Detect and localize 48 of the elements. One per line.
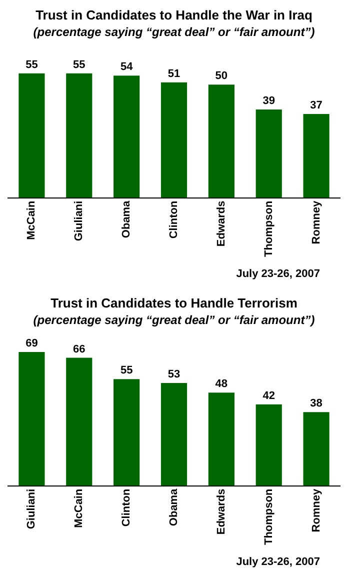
data-label: 42 [262,390,275,402]
bar [114,76,140,198]
text: July 23-26, 2007 [236,556,320,568]
bar [114,379,140,486]
x-tick-label: McCain [26,200,38,240]
bar [160,82,188,198]
data-label: 54 [120,61,134,74]
data-label: 66 [73,343,86,356]
x-tick-label: McCain [73,488,86,528]
data-label: 55 [26,58,38,71]
chart-subtitle: (percentage saying “great deal” or “fair amount”) [33,313,315,328]
x-tick-label: Romney [310,488,322,532]
chart-subtitle: (percentage saying “great deal” or “fair amount”) [33,25,315,40]
data-label: 38 [310,398,322,410]
data-label: 51 [168,68,180,80]
x-tick-label: Clinton [168,200,180,239]
data-label: 39 [262,95,275,108]
x-tick-label: Edwards [215,200,228,247]
bar [256,110,282,198]
x-tick-label: Obama [168,488,180,526]
bar [208,392,234,486]
data-label: 69 [26,337,38,350]
x-tick-label: Obama [120,200,133,238]
data-label: 48 [215,378,228,390]
x-tick-label: Giuliani [26,488,38,530]
bar [303,114,330,198]
bar [160,382,188,486]
bar [18,73,45,198]
bar [256,404,282,486]
x-tick-label: Clinton [120,488,133,527]
bar [303,412,330,486]
data-label: 55 [120,364,133,377]
x-tick-label: Giuliani [73,200,86,242]
bar [18,352,45,486]
x-tick-label: Thompson [262,200,275,258]
x-tick-label: Edwards [215,488,228,535]
data-label: 55 [73,58,86,71]
chart-title: Trust in Candidates to Handle Terrorism [50,295,298,310]
chart-title: Trust in Candidates to Handle the War in Iraq [36,7,312,22]
bar [66,73,92,198]
data-label: 53 [168,368,180,381]
data-label: 37 [310,100,322,112]
x-tick-label: Romney [310,200,322,244]
data-label: 50 [215,70,228,82]
x-tick-label: Thompson [262,488,275,546]
text: July 23-26, 2007 [236,268,320,280]
bar [66,358,92,486]
bar [208,84,234,198]
